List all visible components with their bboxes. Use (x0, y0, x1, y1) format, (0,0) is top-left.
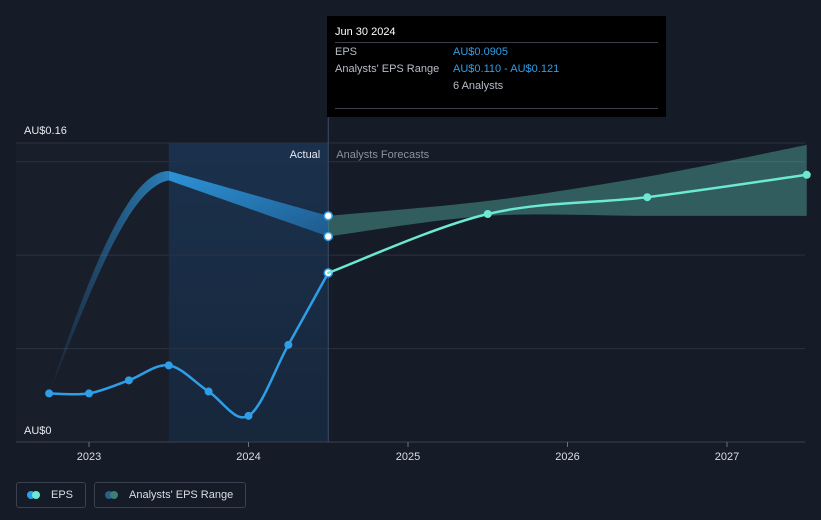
eps-forecast-point-3 (802, 170, 811, 179)
eps-point-2 (124, 376, 133, 385)
tooltip-analysts-count: 6 Analysts (453, 80, 504, 92)
legend: EPS Analysts' EPS Range (16, 482, 247, 508)
eps-swatch-dot-past (27, 491, 35, 499)
eps-swatch-icon (27, 491, 43, 499)
y-label-bottom: AU$0 (24, 425, 52, 437)
range-high-point (323, 211, 333, 221)
tooltip-row-analysts: 6 Analysts (335, 77, 658, 94)
eps-range-forecast-band (328, 144, 807, 237)
legend-eps-toggle[interactable]: EPS (16, 482, 87, 508)
actual-label: Actual (290, 149, 321, 161)
x-tick-label-2027: 2027 (715, 451, 739, 463)
tooltip-divider (335, 108, 658, 109)
eps-point-4 (204, 387, 213, 396)
eps-forecast-point-2 (643, 193, 652, 202)
eps-point-5 (244, 411, 253, 420)
y-label-top: AU$0.16 (24, 125, 67, 137)
x-tick-label-2025: 2025 (396, 451, 420, 463)
eps-point-6 (284, 340, 293, 349)
range-swatch-dot-forecast (110, 491, 119, 499)
forecast-label: Analysts Forecasts (336, 149, 429, 161)
tooltip-analysts-label (335, 78, 453, 94)
eps-point-0 (45, 389, 54, 398)
tooltip-eps-value: AU$0.0905 (453, 46, 509, 58)
tooltip-range-label: Analysts' EPS Range (335, 63, 440, 75)
eps-point-3 (164, 361, 173, 370)
eps-range-past-band (168, 171, 329, 237)
x-tick-label-2024: 2024 (236, 451, 260, 463)
legend-eps-label: EPS (51, 489, 74, 501)
tooltip-range-value: AU$0.110 - AU$0.121 (453, 63, 560, 75)
eps-forecast-line (327, 173, 808, 275)
eps-swatch-dot-forecast (32, 491, 40, 499)
tooltip-eps-label: EPS (335, 46, 358, 58)
range-swatch-dot-past (105, 491, 114, 499)
legend-range-toggle[interactable]: Analysts' EPS Range (94, 482, 247, 508)
tooltip-row-eps: EPS AU$0.0905 (335, 42, 658, 60)
x-tick-label-2026: 2026 (555, 451, 579, 463)
range-swatch-icon (105, 491, 121, 499)
tooltip-row-range: Analysts' EPS Range AU$0.110 - AU$0.121 (335, 60, 658, 77)
eps-point-1 (85, 389, 93, 398)
x-tick-label-2023: 2023 (77, 451, 101, 463)
tooltip-date: Jun 30 2024 (335, 26, 396, 38)
eps-forecast-point-1 (483, 210, 492, 219)
actual-shade (168, 143, 329, 442)
tooltip: Jun 30 2024 EPS AU$0.0905 Analysts' EPS … (327, 16, 666, 117)
legend-range-label: Analysts' EPS Range (129, 489, 234, 501)
range-low-point (323, 231, 333, 242)
